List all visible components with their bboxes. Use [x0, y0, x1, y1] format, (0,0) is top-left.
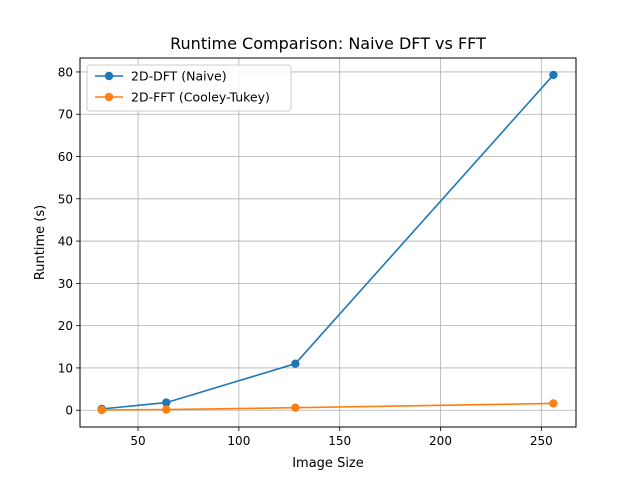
legend-label-0: 2D-DFT (Naive): [131, 69, 227, 84]
x-tick-label: 200: [429, 434, 452, 448]
y-tick-label: 10: [58, 361, 73, 375]
series-point-0: [291, 359, 300, 368]
y-tick-label: 60: [58, 150, 73, 164]
x-tick-label: 100: [227, 434, 250, 448]
legend-box: [86, 64, 292, 112]
y-tick-label: 50: [58, 192, 73, 206]
series-point-0: [549, 70, 558, 80]
series-line-0: [101, 74, 555, 410]
x-tick-label: 150: [328, 434, 351, 448]
legend: 2D-DFT (Naive) 2D-FFT (Cooley-Tukey): [86, 64, 292, 112]
y-tick-label: 0: [65, 404, 73, 418]
series-point-1: [162, 405, 171, 414]
chart-title: Runtime Comparison: Naive DFT vs FFT: [170, 34, 486, 53]
legend-marker-0: [104, 71, 114, 81]
series-layer: [97, 70, 558, 415]
series-point-1: [291, 403, 300, 412]
legend-label-1: 2D-FFT (Cooley-Tukey): [131, 90, 270, 105]
axis-ticks: 50 100 150 200 250 0 10 20 30 40 50 60 70 80: [58, 65, 553, 448]
series-point-1: [97, 405, 106, 415]
series-point-0: [162, 398, 171, 407]
y-axis-label: Runtime (s): [33, 205, 48, 280]
y-tick-label: 70: [58, 108, 73, 122]
y-tick-label: 20: [58, 319, 73, 333]
y-tick-label: 30: [58, 277, 73, 291]
series-point-1: [549, 399, 558, 408]
y-tick-label: 80: [58, 65, 73, 79]
series-line-1: [101, 402, 554, 411]
x-axis-label: Image Size: [292, 456, 364, 471]
plot-frame: [79, 57, 577, 428]
legend-marker-1: [104, 92, 114, 102]
grid-lines: [80, 58, 576, 427]
y-tick-label: 40: [58, 235, 73, 249]
x-tick-label: 250: [530, 434, 553, 448]
x-tick-label: 50: [130, 434, 145, 448]
